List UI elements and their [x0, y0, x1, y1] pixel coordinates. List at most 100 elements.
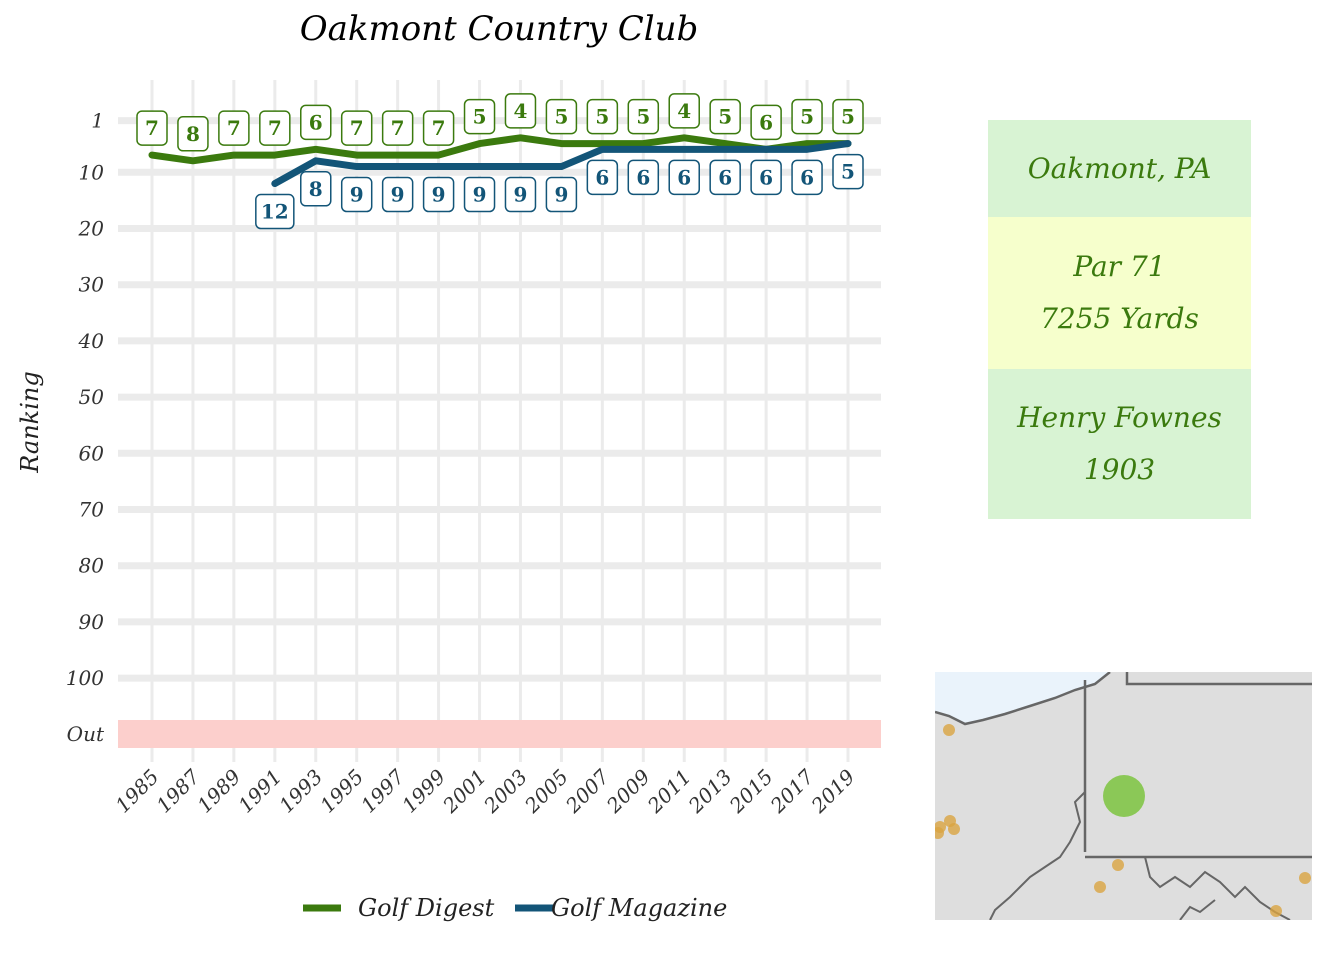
data-label-box [750, 159, 782, 196]
data-label-box [422, 110, 455, 146]
map-other-course [1299, 872, 1311, 884]
map-other-course [1094, 881, 1106, 893]
x-tick-label: 2009 [601, 764, 655, 818]
data-label-box [136, 110, 168, 146]
map-river-border [989, 791, 1086, 920]
data-label: 6 [709, 159, 741, 196]
data-label-text: 7 [268, 116, 282, 140]
data-label: 6 [668, 159, 700, 196]
data-label: 5 [832, 98, 864, 135]
data-label-box [259, 110, 291, 146]
data-label: 7 [218, 110, 250, 146]
data-label: 12 [255, 193, 295, 230]
data-label-text: 6 [718, 165, 732, 189]
data-label: 6 [750, 159, 782, 196]
map-wv-border [1144, 856, 1291, 920]
data-label-text: 7 [350, 116, 364, 140]
data-label: 5 [586, 98, 619, 135]
data-label-box [300, 171, 332, 207]
location-map [935, 672, 1312, 920]
data-label: 7 [259, 110, 291, 146]
data-label: 7 [422, 110, 455, 146]
x-tick-label: 1987 [152, 764, 205, 817]
y-tick-label: 10 [79, 160, 105, 184]
data-label-text: 8 [309, 177, 323, 201]
data-label-box [709, 98, 741, 135]
map-state-border-north [1125, 672, 1312, 686]
data-label-text: 12 [261, 200, 289, 224]
data-label-text: 6 [595, 165, 609, 189]
data-label-text: 4 [514, 99, 528, 123]
data-label: 5 [545, 98, 578, 135]
par-yards-box: Par 71 7255 Yards [988, 217, 1251, 369]
data-label: 5 [709, 98, 741, 135]
data-label-box [791, 98, 823, 135]
data-label: 6 [750, 104, 782, 141]
data-label-box [627, 98, 660, 135]
x-tick-label: 1985 [111, 765, 164, 818]
data-label-text: 9 [350, 183, 364, 207]
data-label: 6 [300, 104, 332, 141]
data-label: 9 [504, 176, 537, 213]
map-svg [935, 672, 1312, 920]
data-label-box [668, 93, 700, 129]
data-label: 8 [177, 116, 209, 152]
x-tick-label: 2019 [806, 764, 860, 818]
data-label-box [791, 159, 823, 196]
data-label-box [177, 116, 209, 152]
y-tick-label: 90 [79, 610, 105, 634]
data-label-text: 5 [473, 105, 487, 129]
data-label: 8 [300, 171, 332, 207]
out-band [118, 720, 881, 748]
data-label-text: 6 [636, 165, 650, 189]
data-label-box [832, 153, 864, 190]
data-label-text: 6 [800, 165, 814, 189]
data-label-text: 5 [636, 105, 650, 129]
data-label-box [545, 98, 578, 135]
data-label: 9 [381, 176, 414, 213]
data-label-text: 5 [595, 105, 609, 129]
course-info-panel: Oakmont, PA Par 71 7255 Yards Henry Fown… [988, 120, 1251, 519]
data-label-text: 5 [841, 105, 855, 129]
data-label-box [627, 159, 660, 196]
data-label: 6 [627, 159, 660, 196]
data-label: 6 [791, 159, 823, 196]
x-tick-label: 1991 [233, 765, 286, 818]
data-label-box [586, 98, 619, 135]
point-labels: 7 8 7 7 6 7 7 7 5 4 5 5 5 4 5 6 5 5 12 8 9 9 9 9 9 9 6 6 6 6 6 6 5 [136, 93, 864, 230]
legend-label-golf-digest: Golf Digest [358, 894, 495, 922]
data-label: 4 [668, 93, 700, 129]
series-lines [148, 134, 852, 188]
x-tick-label: 2003 [478, 765, 532, 819]
y-tick-label: 1 [91, 109, 104, 133]
y-tick-label: 20 [78, 217, 105, 241]
data-label-text: 6 [677, 165, 691, 189]
data-label: 9 [463, 176, 496, 213]
legend-label-golf-magazine: Golf Magazine [551, 894, 727, 922]
y-tick-label: 40 [78, 329, 105, 353]
x-tick-label: 1995 [315, 765, 368, 818]
data-label-text: 9 [391, 183, 405, 207]
data-label: 6 [586, 159, 619, 196]
map-course-location [1103, 775, 1145, 817]
map-other-course [935, 827, 944, 839]
data-label: 7 [340, 110, 373, 146]
y-tick-label: 70 [79, 498, 105, 522]
data-label: 4 [504, 93, 537, 129]
data-label-text: 5 [718, 105, 732, 129]
x-axis: 1985198719891991199319951997199920012003… [111, 764, 860, 818]
x-tick-label: 2013 [683, 765, 737, 819]
data-label-text: 8 [186, 122, 200, 146]
series-line-golf-digest [148, 134, 852, 165]
yards-text: 7255 Yards [1040, 302, 1199, 335]
data-label-text: 6 [759, 165, 773, 189]
series-line-golf-magazine [271, 140, 852, 188]
x-tick-label: 1993 [274, 765, 327, 818]
data-label-text: 4 [677, 99, 691, 123]
data-label-box [545, 176, 578, 213]
x-tick-label: 2015 [724, 765, 778, 819]
map-other-course [943, 724, 955, 736]
data-label-text: 9 [432, 183, 446, 207]
data-label-text: 7 [227, 116, 241, 140]
